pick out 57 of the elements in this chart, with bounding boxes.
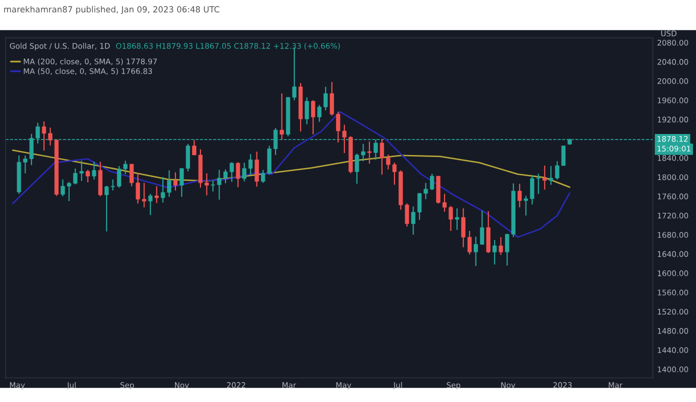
candlestick [548, 165, 554, 186]
candlestick [492, 239, 497, 266]
candlestick [236, 162, 240, 188]
candlestick [386, 154, 390, 170]
candlestick [442, 193, 447, 212]
candlestick [142, 182, 146, 208]
candlestick [160, 176, 166, 204]
candlestick [217, 169, 222, 200]
candlestick [66, 181, 72, 202]
candlestick [417, 192, 422, 220]
candlestick [461, 208, 466, 248]
candlestick [367, 140, 372, 164]
candlestick [498, 236, 503, 256]
candlestick [148, 193, 152, 216]
candlestick [280, 92, 284, 140]
candlestick [411, 206, 416, 236]
candlestick [330, 81, 334, 116]
candlestick [304, 96, 309, 125]
candlestick [48, 127, 52, 146]
candlestick [42, 120, 46, 152]
candlestick [154, 186, 159, 204]
candlestick [311, 100, 316, 135]
candlestick [73, 168, 78, 185]
candlestick [324, 86, 328, 111]
candlestick [60, 178, 65, 197]
candlestick [524, 195, 528, 216]
line-series [12, 111, 570, 238]
candlestick [173, 172, 178, 192]
candlestick [454, 208, 460, 230]
candlestick [480, 210, 484, 246]
candlestick [23, 154, 28, 174]
candlestick [317, 104, 322, 122]
candlestick [223, 168, 228, 184]
candlestick [242, 162, 246, 182]
candlestick [204, 172, 209, 196]
candlestick [79, 160, 84, 182]
candlestick [392, 162, 397, 186]
candlestick [192, 140, 196, 156]
candlestick [424, 182, 428, 200]
candlestick [354, 153, 360, 184]
candlestick [404, 202, 410, 228]
candlestick [474, 236, 478, 267]
candlestick [210, 180, 216, 192]
candlestick [518, 183, 522, 208]
candlestick [448, 205, 453, 232]
candlestick [467, 230, 472, 255]
candlestick [92, 161, 96, 180]
candlestick [361, 143, 366, 162]
candlestick [430, 173, 434, 191]
candlestick [167, 170, 172, 198]
candlestick [380, 138, 384, 176]
text: marekhamran87 published, Jan 09, 2023 06:48 UTC [4, 6, 220, 14]
candlestick [86, 169, 90, 183]
candlestick [248, 153, 253, 176]
candlestick [230, 162, 234, 182]
candlestick [254, 151, 259, 188]
candlestick [542, 165, 547, 190]
